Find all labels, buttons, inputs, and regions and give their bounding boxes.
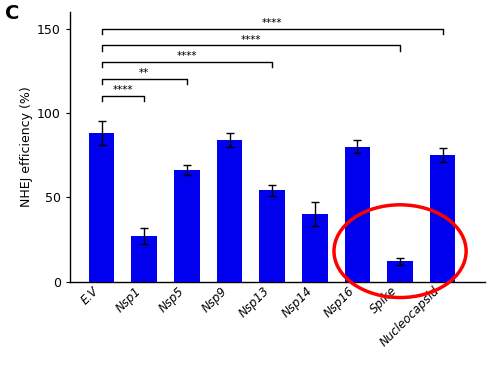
Bar: [344, 147, 370, 282]
Text: ****: ****: [262, 18, 282, 28]
Bar: [260, 190, 285, 282]
Y-axis label: NHEJ efficiency (%): NHEJ efficiency (%): [20, 86, 33, 207]
Bar: [217, 140, 242, 282]
Bar: [174, 170, 200, 282]
Text: ****: ****: [112, 85, 133, 95]
Bar: [388, 261, 413, 282]
Text: ****: ****: [176, 52, 197, 61]
Text: ****: ****: [240, 35, 261, 45]
Bar: [132, 236, 157, 282]
Bar: [430, 155, 456, 282]
Text: C: C: [5, 4, 20, 23]
Bar: [89, 133, 114, 282]
Bar: [302, 214, 328, 282]
Text: **: **: [139, 68, 149, 78]
